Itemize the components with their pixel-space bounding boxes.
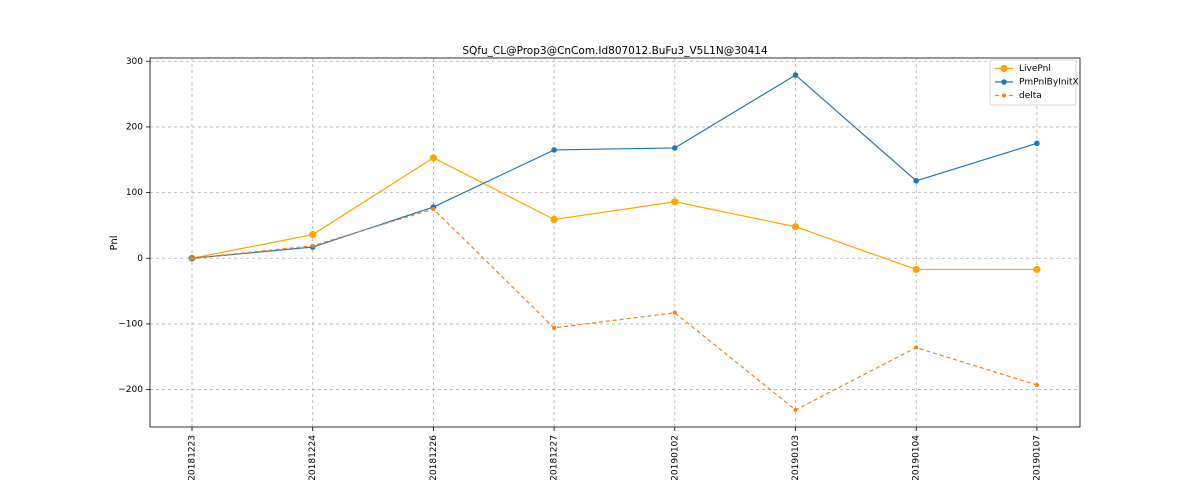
legend: LivePnl PmPnlByInitX delta [989,59,1079,106]
data-point-delta [431,207,436,212]
data-point-delta [310,243,315,248]
x-tick-label: 20181227 [550,435,560,480]
y-tick-label: −200 [118,385,143,395]
x-tick-label: 20181223 [188,435,198,480]
legend-box [989,59,1077,106]
x-tick-label: 20190104 [912,435,922,480]
y-tick-label: 100 [126,188,143,198]
data-point-LivePnl [671,198,679,206]
legend-label: delta [1019,91,1042,101]
y-tick-label: 0 [137,254,143,264]
series-line-LivePnl [191,157,1037,271]
data-point-LivePnl [791,223,800,231]
data-point-LivePnl [550,215,558,224]
data-point-PmPnlByInitX [913,177,919,184]
series [188,72,1041,412]
data-point-LivePnl [429,154,437,162]
data-point-PmPnlByInitX [672,145,678,151]
x-tick-label: 20190103 [791,435,801,480]
plot-frame [149,57,1081,428]
data-point-delta [914,345,919,350]
data-point-LivePnl [309,231,317,239]
data-point-PmPnlByInitX [792,72,799,78]
data-point-delta [552,325,557,330]
legend-label: LivePnl [1019,64,1051,74]
x-tick-label: 20190107 [1032,435,1042,480]
grid [150,58,1080,427]
data-point-delta [672,310,677,315]
data-point-delta [793,407,798,412]
data-point-PmPnlByInitX [1034,140,1040,147]
series-line-delta [191,208,1038,411]
series-delta [190,207,1039,412]
axes: 20181223 20181224 20181226 20181227 20190102… [118,57,1042,481]
y-axis-label: Pnl [109,236,120,251]
y-tick-label: 300 [126,57,143,67]
x-tick-label: 20190102 [670,435,680,480]
legend-label: PmPnlByInitX [1019,78,1079,88]
data-point-LivePnl [1033,265,1041,274]
data-point-LivePnl [912,265,920,274]
x-tick-label: 20181224 [308,435,318,480]
series-LivePnl [188,154,1041,274]
legend-marker-PmPnlByInitX [1001,79,1007,85]
chart-title: SQfu_CL@Prop3@CnCom.Id807012.BuFu3_V5L1N… [462,45,768,57]
legend-marker-delta [1002,93,1006,98]
x-tick-label: 20181226 [429,435,439,480]
legend-marker-LivePnl [1000,64,1008,73]
series-PmPnlByInitX [189,72,1040,262]
series-line-PmPnlByInitX [191,74,1038,259]
data-point-delta [1034,382,1039,387]
y-tick-label: 200 [126,122,143,132]
y-tick-label: −100 [118,319,143,329]
data-point-PmPnlByInitX [551,147,557,153]
data-point-delta [190,256,194,261]
